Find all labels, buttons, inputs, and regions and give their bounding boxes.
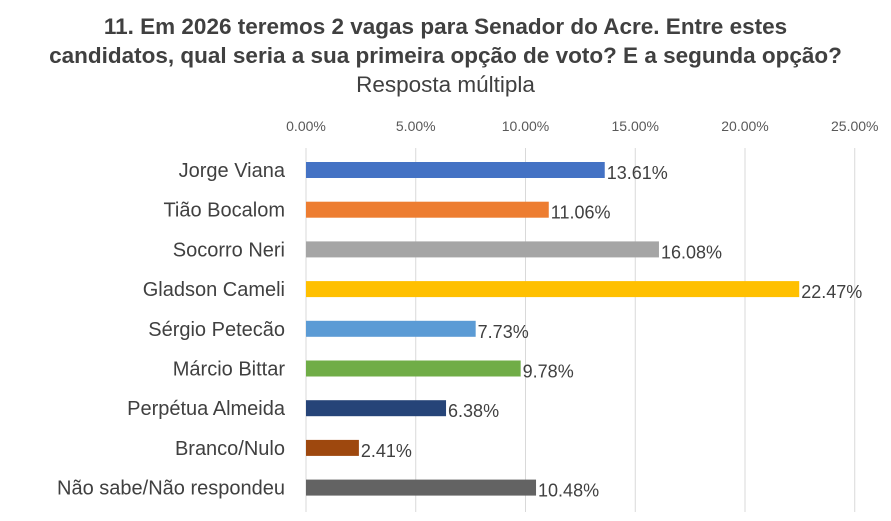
data-label: 2.41% <box>361 441 412 461</box>
data-label: 6.38% <box>448 401 499 421</box>
category-label: Tião Bocalom <box>163 200 285 222</box>
data-label: 22.47% <box>801 282 862 302</box>
category-label: Branco/Nulo <box>175 438 285 460</box>
bar <box>306 162 605 178</box>
category-label: Jorge Viana <box>179 160 286 182</box>
x-axis-ticks: 0.00% 5.00% 10.00% 15.00% 20.00% 25.00% <box>286 118 878 134</box>
x-tick-label: 20.00% <box>721 118 768 134</box>
bar <box>306 400 447 417</box>
category-label: Márcio Bittar <box>173 359 286 381</box>
x-tick-label: 0.00% <box>286 118 326 134</box>
bar <box>306 201 549 218</box>
bar <box>306 439 359 456</box>
data-labels: 13.61% 11.06% 16.08% 22.47% 7.73% 9.78% 6.38% 2… <box>361 163 862 501</box>
data-label: 16.08% <box>661 242 722 262</box>
data-label: 9.78% <box>523 362 574 382</box>
category-label: Gladson Cameli <box>143 279 285 301</box>
category-labels: Jorge Viana Tião Bocalom Socorro Neri Glads… <box>57 160 286 500</box>
chart-title-note: Resposta múltipla <box>356 72 535 97</box>
bar <box>306 281 800 298</box>
chart-title: 11. Em 2026 teremos 2 vagas para Senador… <box>40 12 851 99</box>
category-label: Sérgio Petecão <box>148 319 285 341</box>
x-tick-label: 25.00% <box>831 118 878 134</box>
category-label: Socorro Neri <box>173 239 285 261</box>
x-tick-label: 15.00% <box>612 118 659 134</box>
data-label: 11.06% <box>551 203 611 223</box>
chart-title-main: 11. Em 2026 teremos 2 vagas para Senador… <box>49 14 842 68</box>
bars <box>306 162 800 496</box>
category-label: Perpétua Almeida <box>127 398 286 420</box>
bar <box>306 241 659 258</box>
x-tick-label: 5.00% <box>396 118 436 134</box>
data-label: 7.73% <box>478 322 529 342</box>
data-label: 10.48% <box>538 481 599 501</box>
bar <box>306 479 537 496</box>
x-tick-label: 10.00% <box>502 118 549 134</box>
bar <box>306 360 521 377</box>
bar <box>306 320 476 337</box>
category-label: Não sabe/Não respondeu <box>57 478 285 500</box>
data-label: 13.61% <box>607 163 668 183</box>
